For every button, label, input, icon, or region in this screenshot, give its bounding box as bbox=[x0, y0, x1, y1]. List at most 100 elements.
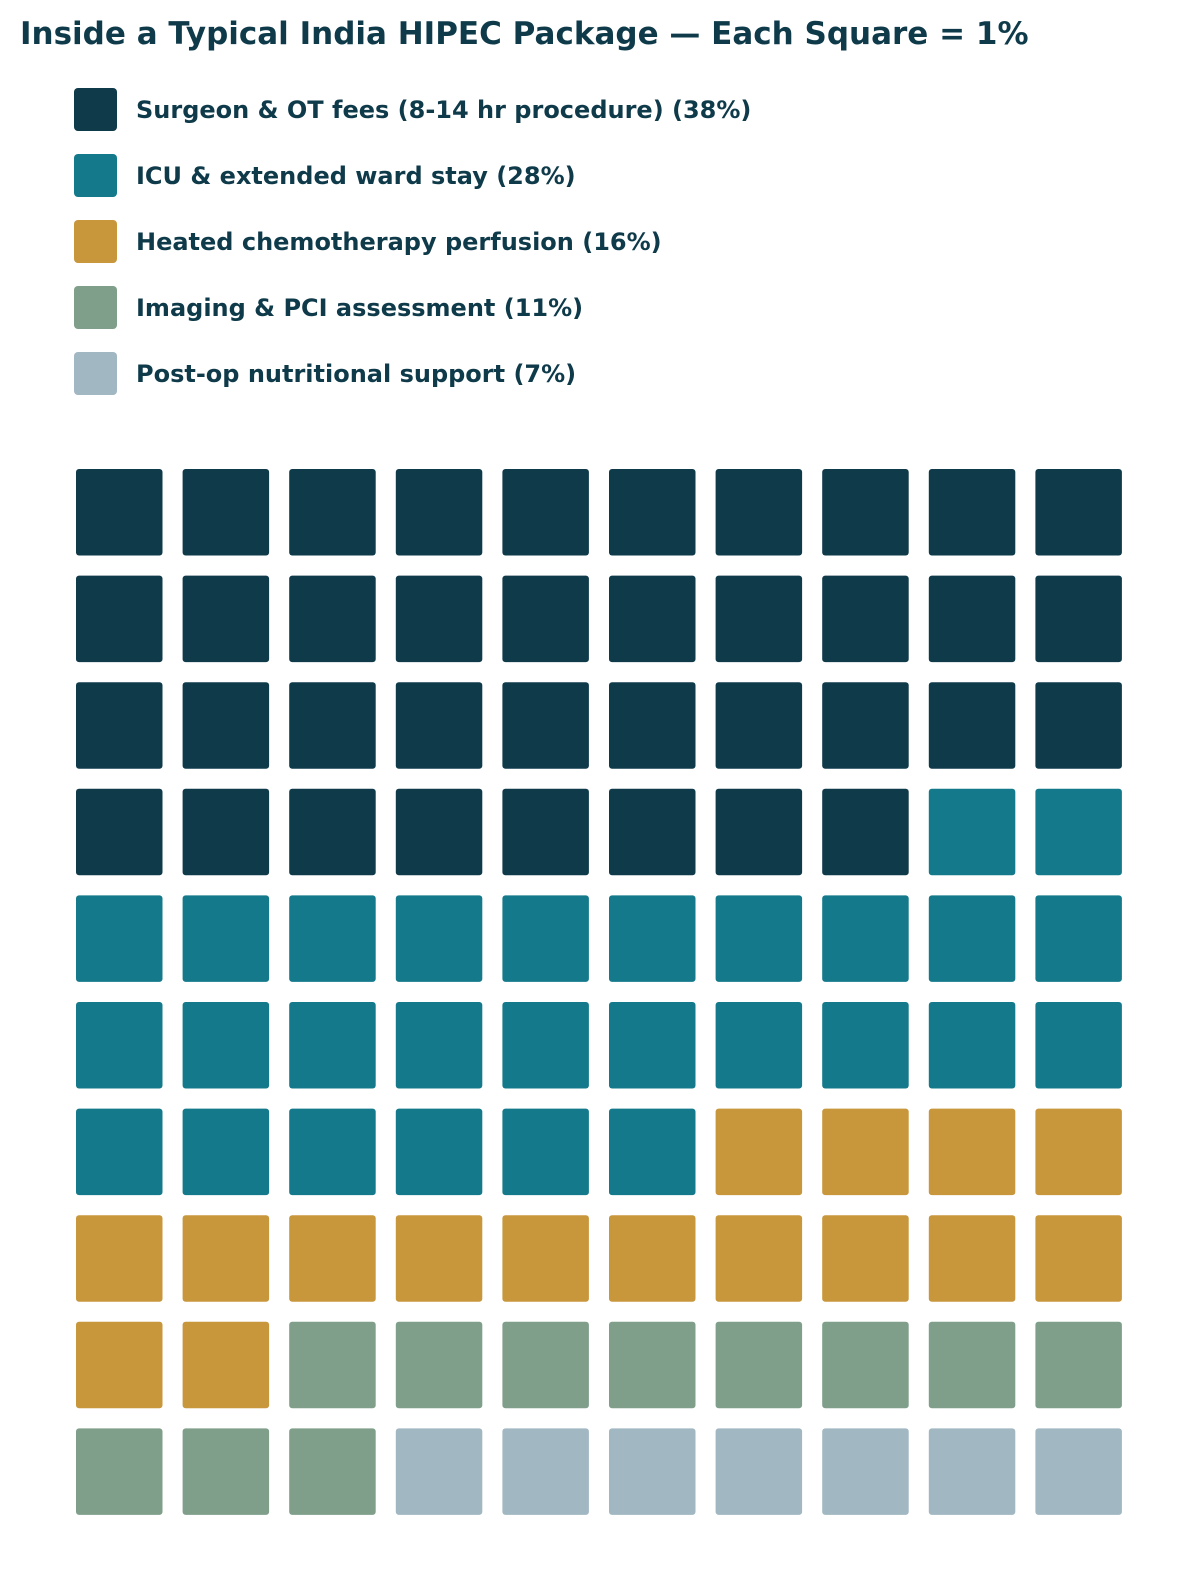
waffle-square-series-3 bbox=[289, 1321, 376, 1409]
legend-swatch-icu-ward-stay bbox=[74, 154, 117, 197]
waffle-square-series-3 bbox=[76, 1428, 163, 1515]
waffle-square-series-0 bbox=[715, 788, 803, 876]
waffle-svg bbox=[76, 469, 1122, 1515]
waffle-square-series-1 bbox=[928, 895, 1016, 982]
waffle-square-series-4 bbox=[822, 1428, 909, 1515]
waffle-square-series-2 bbox=[395, 1215, 483, 1302]
waffle-square-series-2 bbox=[502, 1215, 589, 1302]
waffle-square-series-1 bbox=[395, 895, 483, 982]
waffle-square-series-2 bbox=[609, 1215, 696, 1302]
waffle-square-series-1 bbox=[182, 895, 270, 982]
legend-item-surgeon-ot-fees: Surgeon & OT fees (8-14 hr procedure) (3… bbox=[74, 88, 751, 131]
waffle-square-series-2 bbox=[76, 1321, 163, 1409]
legend-swatch-surgeon-ot-fees bbox=[74, 88, 117, 131]
waffle-square-series-0 bbox=[182, 575, 270, 663]
legend-label-surgeon-ot-fees: Surgeon & OT fees (8-14 hr procedure) (3… bbox=[136, 95, 752, 124]
waffle-square-series-3 bbox=[715, 1321, 803, 1409]
waffle-square-series-0 bbox=[928, 469, 1016, 556]
waffle-square-series-1 bbox=[822, 895, 909, 982]
waffle-square-series-4 bbox=[715, 1428, 803, 1515]
waffle-square-series-0 bbox=[289, 469, 376, 556]
legend-swatch-imaging-pci bbox=[74, 286, 117, 329]
waffle-square-series-0 bbox=[502, 575, 589, 663]
legend-item-heated-chemotherapy: Heated chemotherapy perfusion (16%) bbox=[74, 220, 751, 263]
waffle-square-series-1 bbox=[395, 1108, 483, 1196]
legend-label-heated-chemotherapy: Heated chemotherapy perfusion (16%) bbox=[136, 227, 662, 256]
waffle-square-series-3 bbox=[182, 1428, 270, 1515]
waffle-square-series-0 bbox=[76, 469, 163, 556]
waffle-square-series-0 bbox=[76, 575, 163, 663]
waffle-square-series-0 bbox=[822, 788, 909, 876]
legend-item-icu-ward-stay: ICU & extended ward stay (28%) bbox=[74, 154, 751, 197]
waffle-square-series-2 bbox=[928, 1108, 1016, 1196]
waffle-square-series-1 bbox=[502, 1108, 589, 1196]
legend-label-icu-ward-stay: ICU & extended ward stay (28%) bbox=[136, 161, 576, 190]
waffle-square-series-0 bbox=[502, 788, 589, 876]
legend-item-imaging-pci: Imaging & PCI assessment (11%) bbox=[74, 286, 751, 329]
waffle-square-series-2 bbox=[182, 1215, 270, 1302]
waffle-square-series-0 bbox=[1035, 469, 1122, 556]
waffle-square-series-0 bbox=[76, 682, 163, 769]
waffle-square-series-4 bbox=[928, 1428, 1016, 1515]
waffle-square-series-0 bbox=[715, 469, 803, 556]
waffle-square-series-0 bbox=[395, 788, 483, 876]
legend-swatch-heated-chemotherapy bbox=[74, 220, 117, 263]
waffle-square-series-2 bbox=[182, 1321, 270, 1409]
waffle-square-series-1 bbox=[289, 895, 376, 982]
waffle-square-series-0 bbox=[395, 682, 483, 769]
waffle-square-series-1 bbox=[715, 895, 803, 982]
waffle-square-series-0 bbox=[289, 682, 376, 769]
waffle-square-series-4 bbox=[609, 1428, 696, 1515]
waffle-square-series-0 bbox=[609, 575, 696, 663]
waffle-square-series-1 bbox=[502, 1002, 589, 1089]
waffle-square-series-0 bbox=[715, 575, 803, 663]
waffle-square-series-1 bbox=[609, 895, 696, 982]
chart-title: Inside a Typical India HIPEC Package — E… bbox=[20, 16, 1029, 52]
waffle-square-series-0 bbox=[182, 682, 270, 769]
waffle-square-series-2 bbox=[715, 1108, 803, 1196]
legend-item-nutritional-support: Post-op nutritional support (7%) bbox=[74, 352, 751, 395]
legend-label-imaging-pci: Imaging & PCI assessment (11%) bbox=[136, 293, 584, 322]
waffle-square-series-2 bbox=[822, 1108, 909, 1196]
waffle-square-series-1 bbox=[928, 788, 1016, 876]
waffle-square-series-2 bbox=[289, 1215, 376, 1302]
waffle-square-series-0 bbox=[609, 788, 696, 876]
waffle-square-series-0 bbox=[822, 575, 909, 663]
waffle-square-series-2 bbox=[822, 1215, 909, 1302]
waffle-square-series-0 bbox=[182, 469, 270, 556]
waffle-square-series-1 bbox=[289, 1108, 376, 1196]
waffle-square-series-0 bbox=[289, 788, 376, 876]
waffle-square-series-1 bbox=[609, 1002, 696, 1089]
waffle-square-series-1 bbox=[76, 1108, 163, 1196]
waffle-square-series-0 bbox=[715, 682, 803, 769]
waffle-square-series-0 bbox=[1035, 682, 1122, 769]
waffle-grid bbox=[76, 469, 1123, 1515]
waffle-square-series-2 bbox=[715, 1215, 803, 1302]
waffle-square-series-1 bbox=[1035, 895, 1122, 982]
legend-swatch-nutritional-support bbox=[74, 352, 117, 395]
waffle-square-series-3 bbox=[822, 1321, 909, 1409]
waffle-square-series-3 bbox=[609, 1321, 696, 1409]
waffle-square-series-2 bbox=[76, 1215, 163, 1302]
waffle-square-series-1 bbox=[715, 1002, 803, 1089]
waffle-square-series-0 bbox=[289, 575, 376, 663]
waffle-square-series-1 bbox=[928, 1002, 1016, 1089]
waffle-square-series-0 bbox=[822, 682, 909, 769]
legend: Surgeon & OT fees (8-14 hr procedure) (3… bbox=[74, 88, 751, 418]
waffle-square-series-1 bbox=[76, 1002, 163, 1089]
waffle-square-series-1 bbox=[822, 1002, 909, 1089]
waffle-square-series-3 bbox=[395, 1321, 483, 1409]
waffle-square-series-1 bbox=[289, 1002, 376, 1089]
waffle-square-series-0 bbox=[609, 682, 696, 769]
waffle-square-series-3 bbox=[928, 1321, 1016, 1409]
waffle-square-series-1 bbox=[182, 1002, 270, 1089]
waffle-square-series-1 bbox=[182, 1108, 270, 1196]
waffle-square-series-2 bbox=[928, 1215, 1016, 1302]
waffle-square-series-0 bbox=[76, 788, 163, 876]
waffle-square-series-4 bbox=[1035, 1428, 1122, 1515]
waffle-square-series-4 bbox=[502, 1428, 589, 1515]
waffle-square-series-1 bbox=[76, 895, 163, 982]
waffle-square-series-0 bbox=[182, 788, 270, 876]
waffle-square-series-0 bbox=[395, 469, 483, 556]
waffle-square-series-3 bbox=[502, 1321, 589, 1409]
